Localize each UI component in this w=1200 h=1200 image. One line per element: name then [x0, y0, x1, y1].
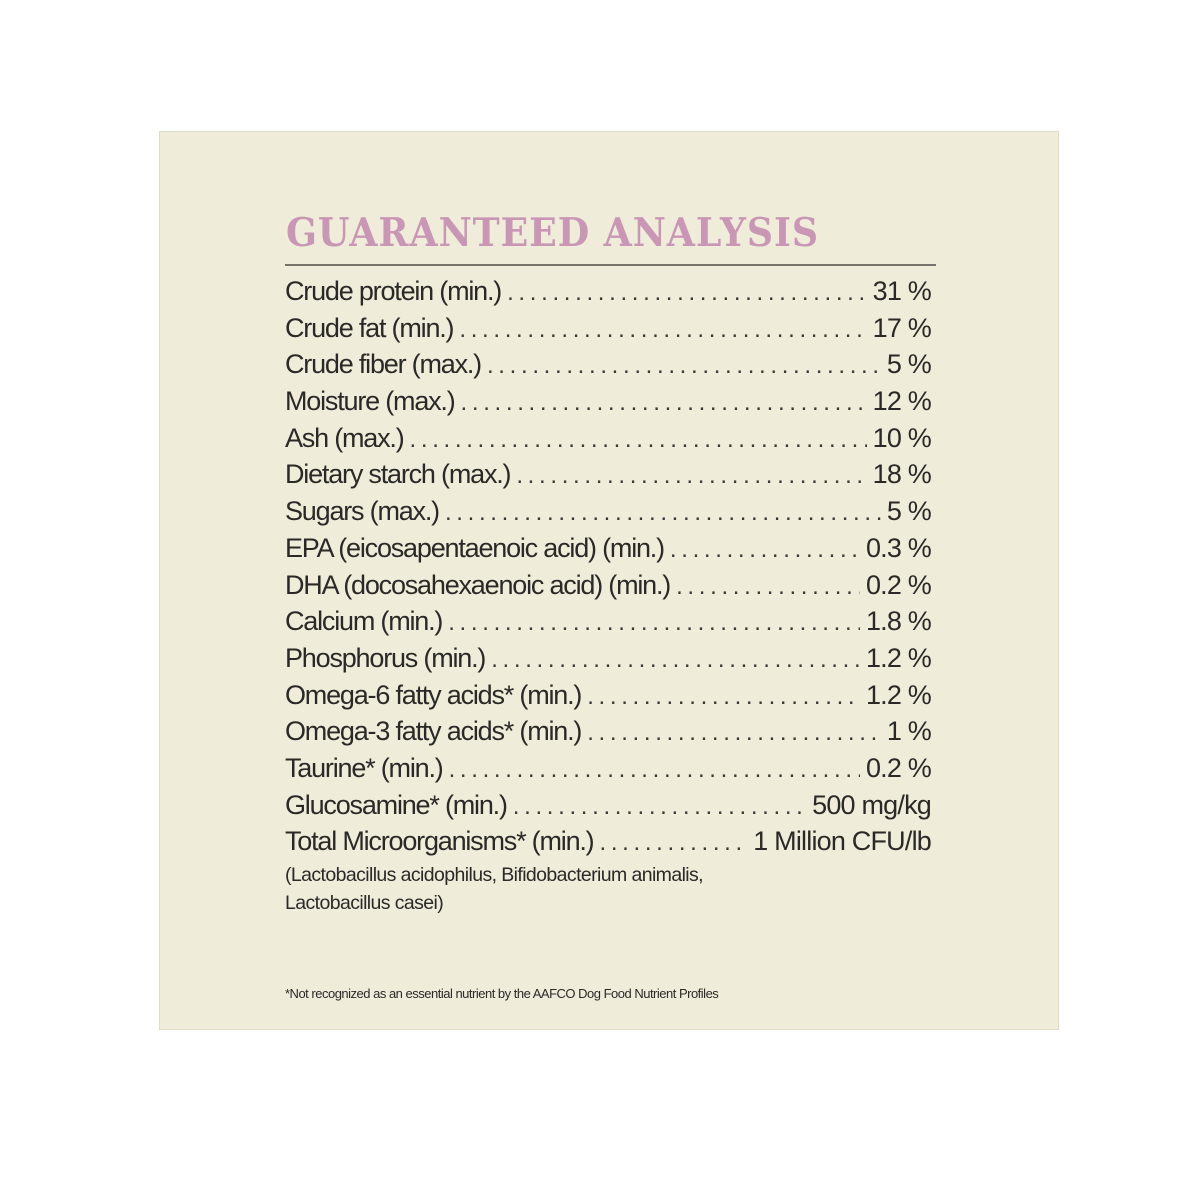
row-value: 500 mg/kg [812, 789, 932, 820]
dot-leader [487, 352, 881, 380]
dot-leader [449, 756, 860, 784]
row-label: Crude protein (min.) [285, 276, 502, 306]
analysis-row-moisture: Moisture (max.) 12 % [285, 386, 932, 423]
row-label: Crude fiber (max.) [285, 349, 482, 380]
guaranteed-analysis-panel: GUARANTEED ANALYSIS Crude protein (min.)… [159, 131, 1059, 1030]
row-label: EPA (eicosapentaenoic acid) (min.) [285, 532, 665, 563]
row-value: 1.8 % [865, 606, 932, 637]
analysis-row-total-microorganisms: Total Microorganisms* (min.) 1 Million C… [285, 826, 932, 863]
row-value: 10 % [872, 422, 932, 453]
row-value: 31 % [872, 276, 932, 306]
analysis-row-omega-3: Omega-3 fatty acids* (min.) 1 % [285, 716, 932, 753]
analysis-row-crude-fat: Crude fat (min.) 17 % [285, 312, 932, 350]
row-value: 0.2 % [865, 752, 932, 783]
analysis-row-crude-fiber: Crude fiber (max.) 5 % [285, 349, 932, 386]
row-label: Total Microorganisms* (min.) [285, 826, 595, 857]
row-label: Omega-6 fatty acids* (min.) [285, 679, 582, 710]
row-label: Crude fat (min.) [285, 312, 455, 343]
analysis-row-crude-protein: Crude protein (min.) 31 % [285, 276, 932, 313]
row-label: Omega-3 fatty acids* (min.) [285, 716, 582, 747]
dot-leader [445, 499, 881, 527]
row-value: 1.2 % [865, 679, 932, 710]
dot-leader [516, 462, 866, 490]
dot-leader [676, 573, 860, 601]
row-label: Taurine* (min.) [285, 752, 444, 783]
row-label: Calcium (min.) [285, 606, 443, 637]
row-label: Sugars (max.) [285, 496, 440, 527]
analysis-row-epa: EPA (eicosapentaenoic acid) (min.) 0.3 % [285, 532, 932, 570]
dot-leader [459, 316, 866, 344]
row-label: Moisture (max.) [285, 386, 456, 417]
dot-leader [587, 719, 881, 747]
dot-leader [448, 609, 860, 637]
analysis-row-dha: DHA (docosahexaenoic acid) (min.) 0.2 % [285, 569, 932, 607]
row-value: 0.2 % [865, 569, 932, 600]
analysis-row-ash: Ash (max.) 10 % [285, 422, 932, 460]
dot-leader [461, 389, 867, 417]
dot-leader [599, 829, 747, 857]
analysis-list: Crude protein (min.) 31 % Crude fat (min… [285, 276, 932, 863]
row-value: 0.3 % [865, 532, 932, 563]
row-label: Dietary starch (max.) [285, 459, 512, 490]
dot-leader [587, 683, 860, 711]
row-label: Glucosamine* (min.) [285, 789, 508, 820]
row-value: 5 % [886, 496, 932, 527]
analysis-row-dietary-starch: Dietary starch (max.) 18 % [285, 459, 932, 496]
row-value: 1 % [886, 716, 932, 747]
analysis-row-omega-6: Omega-6 fatty acids* (min.) 1.2 % [285, 679, 932, 717]
microorganisms-note: (Lactobacillus acidophilus, Bifidobacter… [285, 864, 704, 914]
row-value: 17 % [872, 312, 932, 343]
row-value: 1.2 % [865, 642, 932, 673]
analysis-row-glucosamine: Glucosamine* (min.) 500 mg/kg [285, 789, 932, 827]
analysis-row-taurine: Taurine* (min.) 0.2 % [285, 752, 932, 790]
analysis-row-phosphorus: Phosphorus (min.) 1.2 % [285, 642, 932, 680]
dot-leader [410, 426, 867, 454]
dot-leader [513, 793, 806, 821]
row-label: DHA (docosahexaenoic acid) (min.) [285, 569, 671, 600]
row-value: 1 Million CFU/lb [753, 826, 932, 857]
dot-leader [507, 279, 867, 307]
dot-leader [670, 536, 860, 564]
row-label: Phosphorus (min.) [285, 642, 486, 673]
footnote: *Not recognized as an essential nutrient… [285, 986, 719, 1001]
row-value: 18 % [872, 459, 932, 490]
title-divider [285, 264, 936, 266]
panel-title: GUARANTEED ANALYSIS [286, 210, 819, 256]
row-label: Ash (max.) [285, 422, 405, 453]
analysis-row-calcium: Calcium (min.) 1.8 % [285, 606, 932, 643]
dot-leader [491, 646, 860, 674]
analysis-row-sugars: Sugars (max.) 5 % [285, 496, 932, 533]
row-value: 12 % [872, 386, 932, 417]
row-value: 5 % [886, 349, 932, 380]
